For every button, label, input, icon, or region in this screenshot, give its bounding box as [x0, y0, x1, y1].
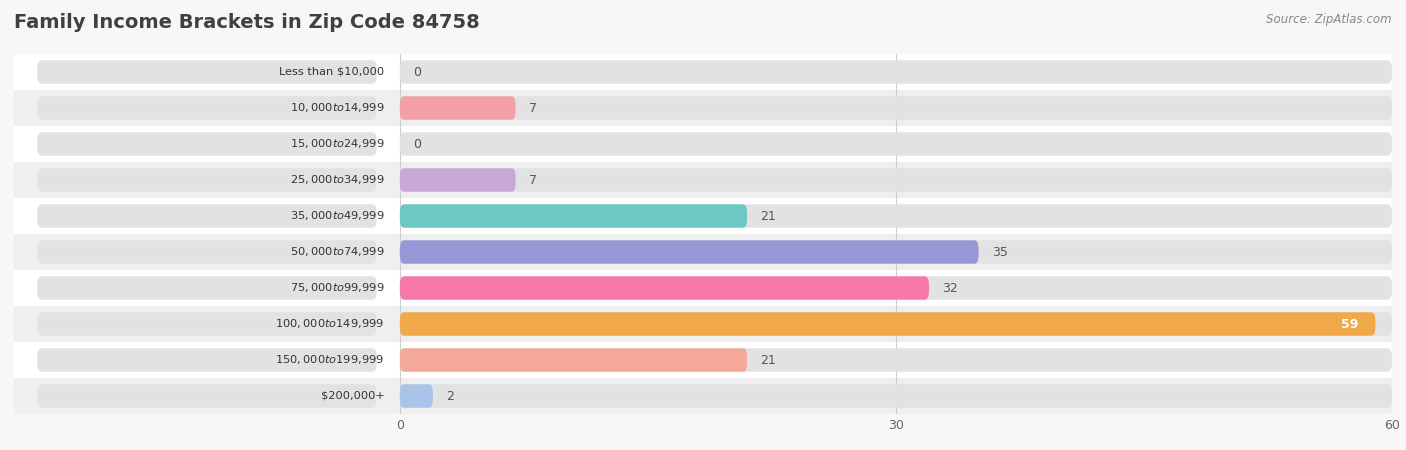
Bar	[14, 162, 1392, 198]
FancyBboxPatch shape	[399, 168, 516, 192]
Bar	[14, 378, 1392, 414]
FancyBboxPatch shape	[399, 276, 929, 300]
FancyBboxPatch shape	[399, 60, 1392, 84]
Text: 0: 0	[413, 66, 420, 78]
FancyBboxPatch shape	[399, 276, 1392, 300]
FancyBboxPatch shape	[399, 312, 1392, 336]
Text: Less than $10,000: Less than $10,000	[280, 67, 384, 77]
FancyBboxPatch shape	[37, 312, 377, 336]
FancyBboxPatch shape	[399, 348, 1392, 372]
Text: 21: 21	[761, 210, 776, 222]
FancyBboxPatch shape	[399, 240, 979, 264]
Bar	[14, 126, 1392, 162]
FancyBboxPatch shape	[399, 96, 1392, 120]
FancyBboxPatch shape	[399, 168, 1392, 192]
Bar	[14, 306, 1392, 342]
Text: Family Income Brackets in Zip Code 84758: Family Income Brackets in Zip Code 84758	[14, 14, 479, 32]
Text: $35,000 to $49,999: $35,000 to $49,999	[290, 210, 384, 222]
Text: $25,000 to $34,999: $25,000 to $34,999	[290, 174, 384, 186]
FancyBboxPatch shape	[37, 168, 377, 192]
FancyBboxPatch shape	[399, 96, 516, 120]
Bar	[14, 342, 1392, 378]
FancyBboxPatch shape	[399, 348, 747, 372]
FancyBboxPatch shape	[37, 60, 377, 84]
Bar	[14, 270, 1392, 306]
Text: $100,000 to $149,999: $100,000 to $149,999	[276, 318, 384, 330]
FancyBboxPatch shape	[37, 132, 377, 156]
FancyBboxPatch shape	[399, 204, 1392, 228]
FancyBboxPatch shape	[399, 204, 747, 228]
FancyBboxPatch shape	[37, 204, 377, 228]
Text: 7: 7	[529, 174, 537, 186]
Text: $150,000 to $199,999: $150,000 to $199,999	[276, 354, 384, 366]
Text: $15,000 to $24,999: $15,000 to $24,999	[290, 138, 384, 150]
Text: 21: 21	[761, 354, 776, 366]
Text: 35: 35	[991, 246, 1008, 258]
Text: 2: 2	[446, 390, 454, 402]
Text: 0: 0	[413, 138, 420, 150]
FancyBboxPatch shape	[399, 240, 1392, 264]
FancyBboxPatch shape	[399, 132, 1392, 156]
Bar	[14, 54, 1392, 90]
FancyBboxPatch shape	[37, 348, 377, 372]
FancyBboxPatch shape	[37, 240, 377, 264]
FancyBboxPatch shape	[399, 384, 433, 408]
Bar	[14, 234, 1392, 270]
FancyBboxPatch shape	[399, 312, 1375, 336]
FancyBboxPatch shape	[37, 384, 377, 408]
Text: $75,000 to $99,999: $75,000 to $99,999	[290, 282, 384, 294]
FancyBboxPatch shape	[37, 96, 377, 120]
Text: $10,000 to $14,999: $10,000 to $14,999	[290, 102, 384, 114]
FancyBboxPatch shape	[399, 384, 1392, 408]
Text: 7: 7	[529, 102, 537, 114]
Text: 59: 59	[1341, 318, 1358, 330]
Text: Source: ZipAtlas.com: Source: ZipAtlas.com	[1267, 14, 1392, 27]
Text: 32: 32	[942, 282, 957, 294]
Text: $200,000+: $200,000+	[321, 391, 384, 401]
FancyBboxPatch shape	[37, 276, 377, 300]
Bar	[14, 198, 1392, 234]
Text: $50,000 to $74,999: $50,000 to $74,999	[290, 246, 384, 258]
Bar	[14, 90, 1392, 126]
